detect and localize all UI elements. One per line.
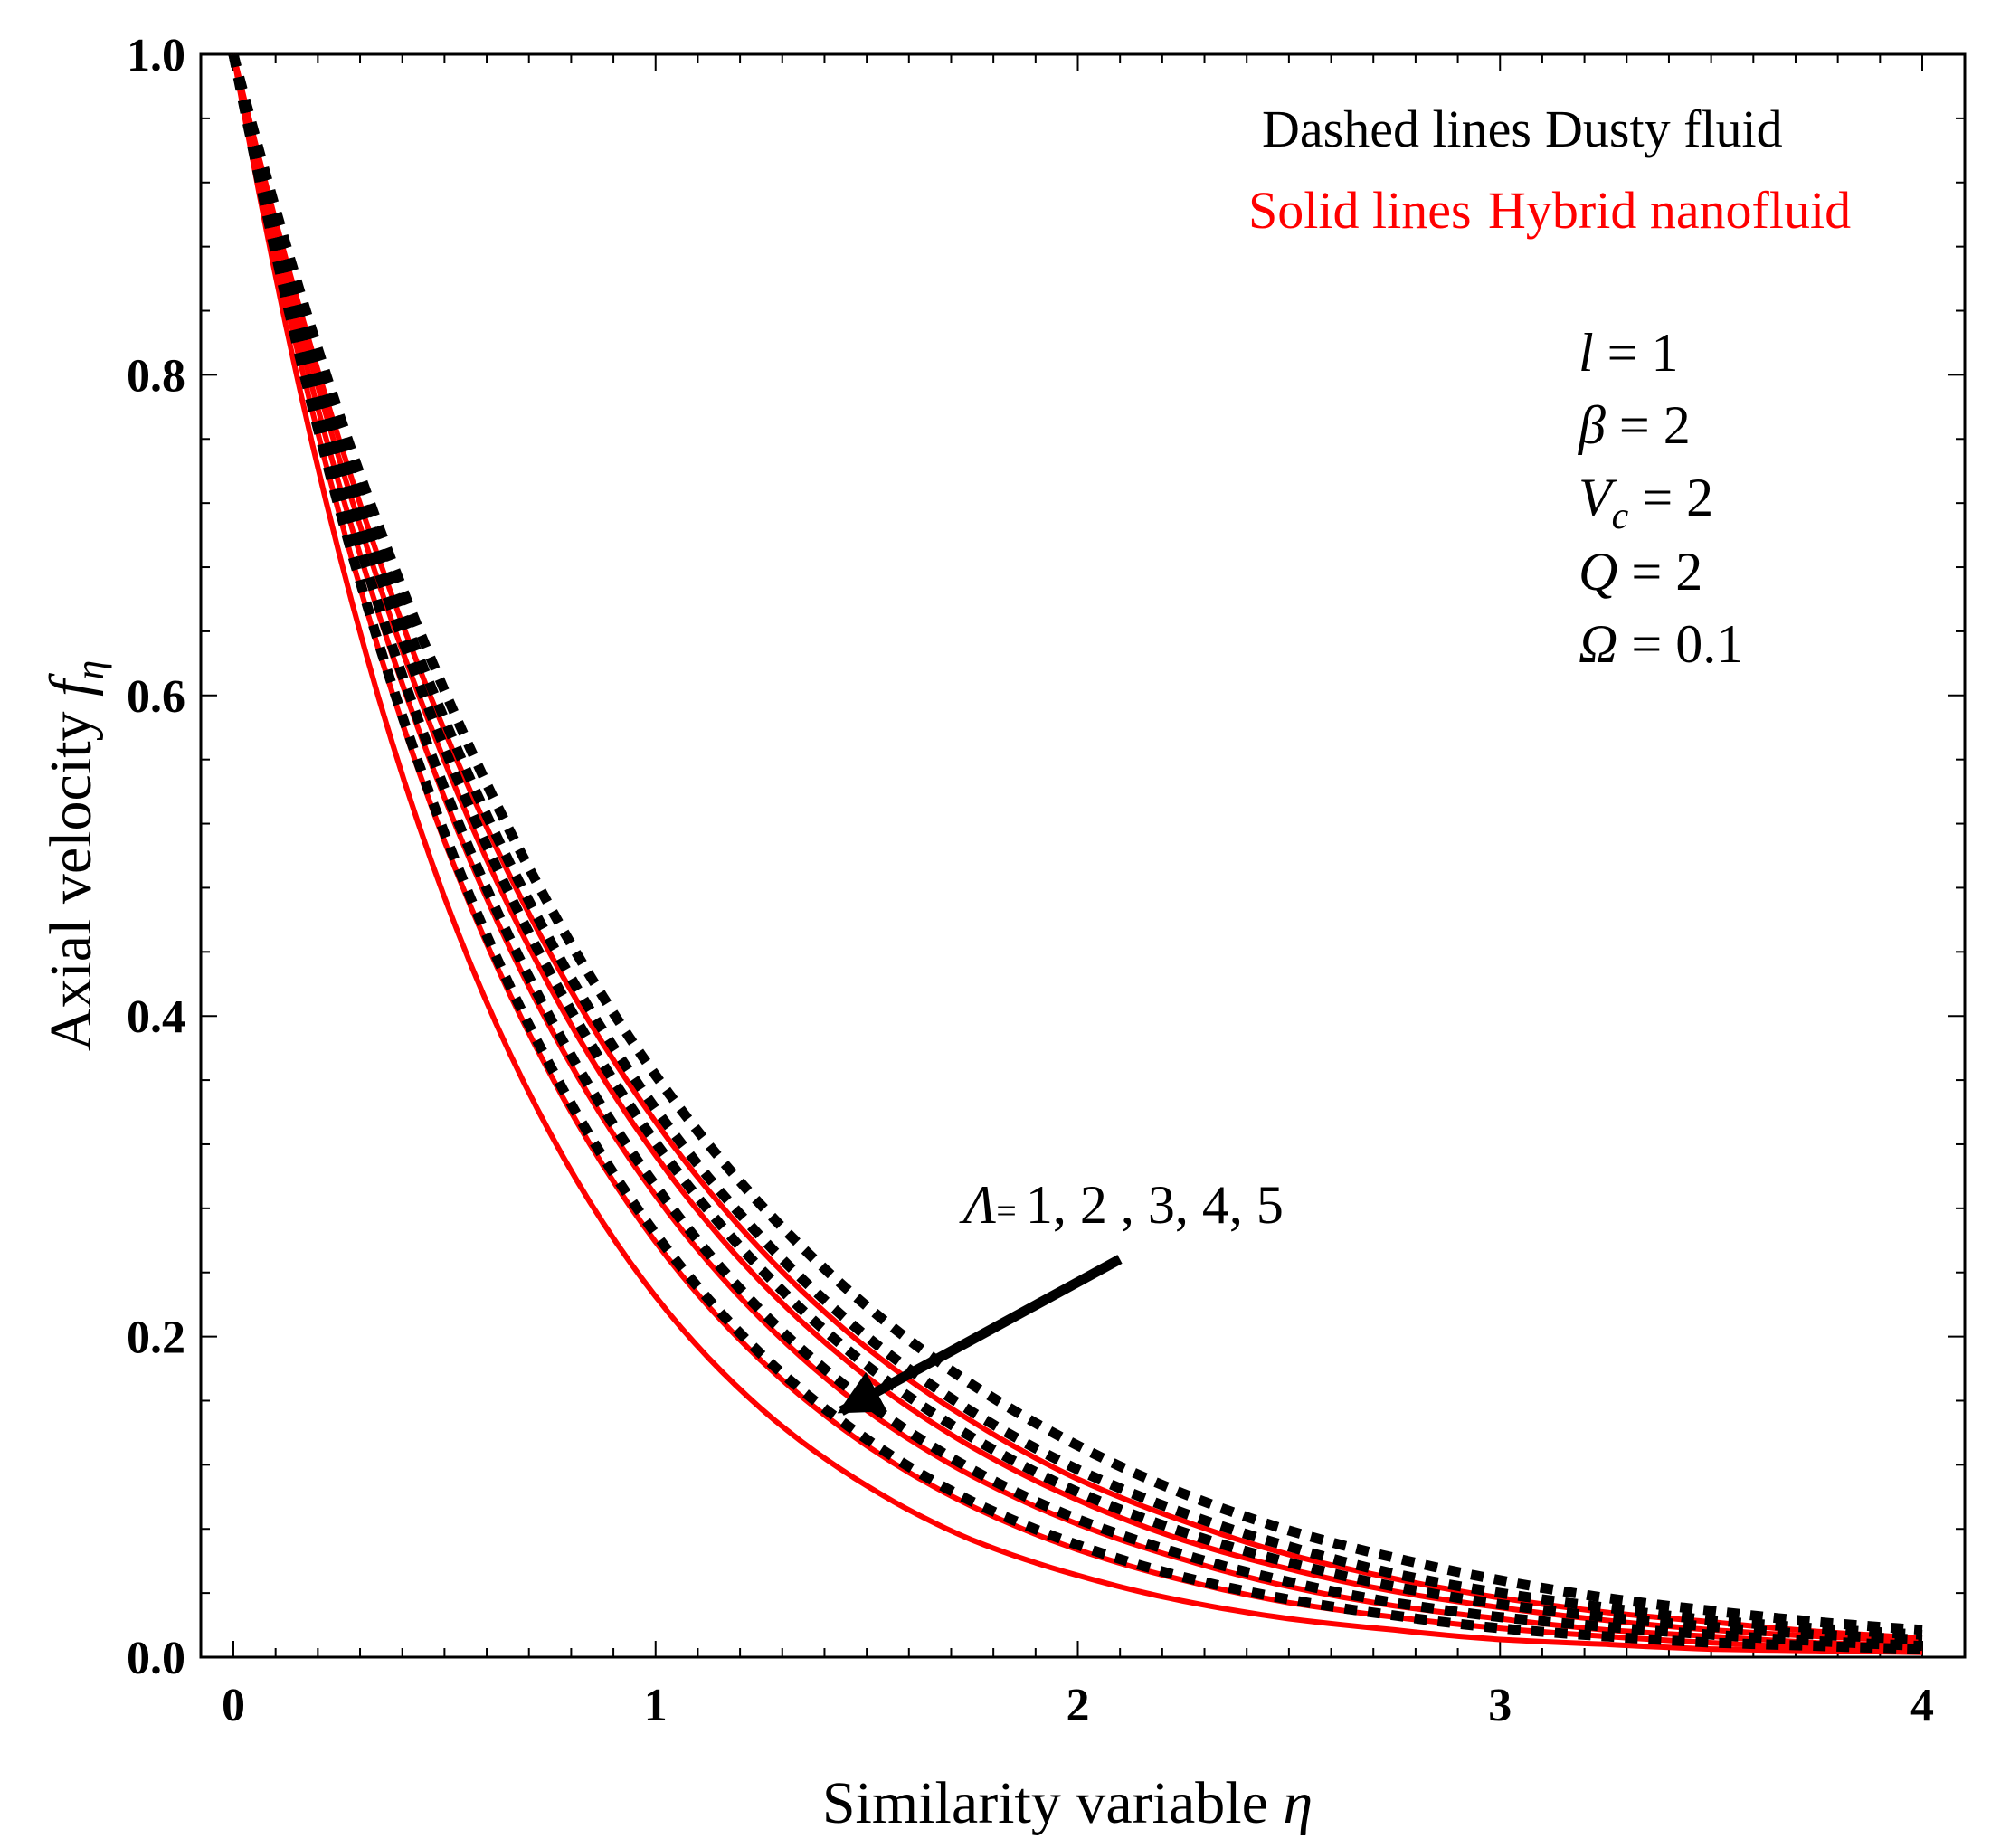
- param-q: Q = 2: [1579, 542, 1702, 602]
- y-tick-label: 1.0: [127, 30, 185, 81]
- dusty-fluid-curve: [228, 52, 1923, 1635]
- legend-solid-label: Hybrid nanofluid: [1488, 181, 1851, 240]
- legend-notes: Dashed lines Dusty fluid Solid lines Hyb…: [1248, 100, 1851, 240]
- plot-frame: [199, 52, 1967, 1659]
- lambda-annotation-label: Λ= 1, 2 , 3, 4, 5: [959, 1175, 1284, 1235]
- legend-dashed-label: Dusty fluid: [1545, 100, 1783, 158]
- lambda-annotation: Λ= 1, 2 , 3, 4, 5: [837, 1175, 1284, 1416]
- hybrid-nanofluid-curve: [231, 53, 1923, 1655]
- x-tick-label: 2: [1067, 1680, 1090, 1731]
- hybrid-nanofluid-curve: [231, 53, 1923, 1653]
- y-tick-label: 0.2: [127, 1313, 185, 1364]
- y-tick-label: 0.4: [127, 991, 185, 1043]
- y-tick-label: 0.0: [127, 1633, 185, 1684]
- param-beta: β = 2: [1578, 395, 1691, 455]
- legend-dashed-style: Dashed lines: [1262, 100, 1531, 158]
- x-tick-label: 4: [1910, 1680, 1934, 1731]
- x-axis-title: Similarity variable η: [822, 1770, 1313, 1836]
- dusty-fluid-curve: [228, 52, 1923, 1654]
- hybrid-nanofluid-curve: [231, 53, 1923, 1649]
- y-tick-label: 0.6: [127, 671, 185, 723]
- series-layer: [228, 52, 1923, 1655]
- param-omega: Ω = 0.1: [1579, 614, 1743, 674]
- y-axis-title: Axial velocity fη: [38, 660, 112, 1051]
- param-l: l = 1: [1579, 323, 1679, 383]
- dusty-fluid-curve: [228, 52, 1923, 1644]
- legend-solid-style: Solid lines: [1248, 181, 1472, 240]
- param-vc: Vc = 2: [1579, 468, 1713, 537]
- minor-ticks: [201, 53, 1965, 1658]
- tick-labels: 0 1 2 3 4 0.0 0.2 0.4 0.6 0.8 1.0: [127, 30, 1934, 1731]
- y-tick-label: 0.8: [127, 350, 185, 402]
- x-tick-label: 3: [1488, 1680, 1512, 1731]
- x-tick-label: 0: [222, 1680, 245, 1731]
- parameter-list: l = 1 β = 2 Vc = 2 Q = 2 Ω = 0.1: [1578, 323, 1743, 674]
- dusty-fluid-curve: [228, 52, 1923, 1652]
- x-tick-label: 1: [644, 1680, 668, 1731]
- lambda-arrow: [837, 1255, 1123, 1416]
- dusty-fluid-curve: [228, 52, 1923, 1640]
